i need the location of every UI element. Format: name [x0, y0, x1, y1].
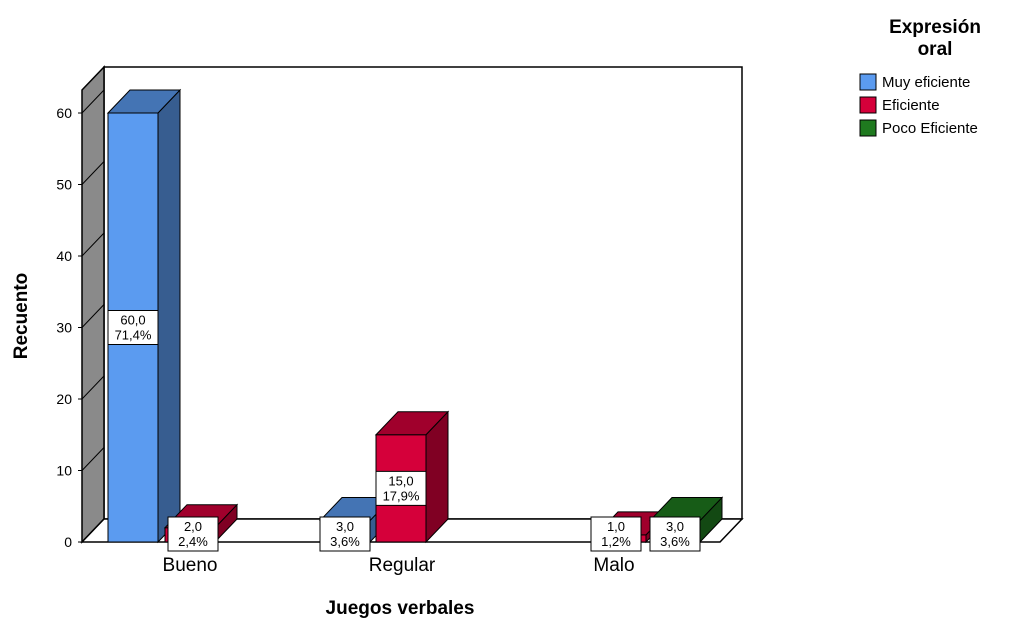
data-label-count: 60,0 — [120, 313, 145, 328]
x-axis: Bueno Regular Malo — [163, 555, 635, 576]
x-category-label: Regular — [369, 555, 436, 576]
data-label-box — [107, 310, 159, 345]
legend-swatch — [859, 73, 877, 91]
data-label-count: 15,0 — [388, 473, 413, 488]
y-tick-depth — [81, 232, 105, 257]
y-tick-label: 20 — [56, 391, 72, 407]
y-tick-label: 30 — [56, 320, 72, 336]
legend-item: Poco Eficiente — [859, 119, 978, 137]
y-axis: 0 10 20 30 40 50 60 — [56, 89, 105, 550]
y-tick-label: 10 — [56, 463, 72, 479]
data-label: 1,01,2% — [590, 516, 642, 552]
data-label: 3,03,6% — [319, 516, 371, 552]
legend-swatch — [859, 96, 877, 114]
y-tick-label: 50 — [56, 177, 72, 193]
data-label-percent: 3,6% — [660, 534, 690, 549]
data-label-count: 2,0 — [184, 519, 202, 534]
data-label-percent: 3,6% — [330, 534, 360, 549]
legend-label: Eficiente — [882, 97, 940, 114]
y-tick-depth — [81, 375, 105, 400]
legend-title-line-1: Expresión — [889, 17, 981, 38]
data-label-percent: 17,9% — [383, 488, 420, 503]
data-label-count: 3,0 — [666, 519, 684, 534]
bar-top — [106, 89, 182, 114]
x-category-label: Bueno — [163, 555, 218, 576]
y-tick-depth — [81, 161, 105, 185]
legend-item: Muy eficiente — [859, 73, 970, 91]
bar-side — [157, 88, 181, 544]
data-label: 15,017,9% — [375, 470, 427, 506]
y-tick-label: 60 — [56, 105, 72, 121]
y-tick-depth — [81, 89, 105, 114]
y-tick-label: 40 — [56, 248, 72, 264]
bar-top — [374, 411, 450, 436]
y-axis-title: Recuento — [11, 273, 32, 360]
legend-label: Poco Eficiente — [882, 120, 978, 137]
legend-title-line-2: oral — [918, 39, 953, 60]
x-category-label: Malo — [593, 555, 634, 576]
legend-label: Muy eficiente — [882, 74, 970, 91]
data-label-box — [319, 516, 371, 552]
data-label-count: 1,0 — [607, 519, 625, 534]
y-tick-label: 0 — [64, 534, 72, 550]
data-label: 3,03,6% — [649, 516, 701, 552]
data-label: 2,02,4% — [167, 516, 219, 552]
data-labels-layer: 60,071,4%2,02,4%3,03,6%15,017,9%1,01,2%3… — [107, 310, 701, 552]
y-tick-depth — [81, 447, 105, 471]
legend-swatch — [859, 119, 877, 137]
side-wall — [81, 65, 105, 544]
legend-item: Eficiente — [859, 96, 940, 114]
data-label-box — [649, 516, 701, 552]
data-label-percent: 71,4% — [115, 328, 152, 343]
legend: Expresión oral Muy eficiente Eficiente Poc… — [859, 17, 981, 137]
y-tick-depth — [81, 518, 105, 543]
data-label-count: 3,0 — [336, 519, 354, 534]
data-label: 60,071,4% — [107, 310, 159, 345]
x-axis-title: Juegos verbales — [326, 598, 475, 618]
data-label-percent: 1,2% — [601, 534, 631, 549]
y-tick-depth — [81, 304, 105, 328]
data-label-box — [590, 516, 642, 552]
data-label-percent: 2,4% — [178, 534, 208, 549]
data-label-box — [375, 470, 427, 506]
data-label-box — [167, 516, 219, 552]
